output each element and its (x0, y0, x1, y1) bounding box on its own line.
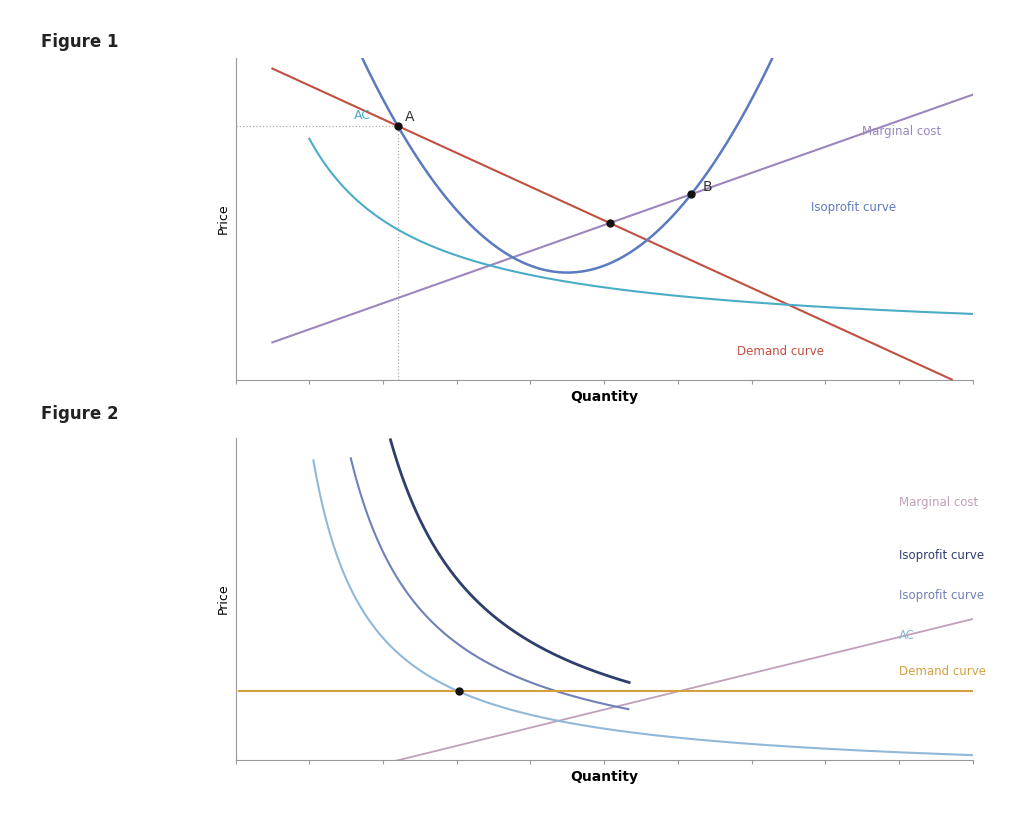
Text: Demand curve: Demand curve (899, 666, 986, 678)
Text: B: B (702, 180, 712, 194)
Text: AC: AC (353, 109, 371, 122)
Text: Isoprofit curve: Isoprofit curve (899, 589, 984, 602)
Text: Figure 2: Figure 2 (41, 405, 119, 423)
Text: Demand curve: Demand curve (737, 345, 824, 358)
Text: AC: AC (899, 629, 915, 642)
X-axis label: Quantity: Quantity (570, 390, 638, 404)
Text: A: A (406, 111, 415, 125)
X-axis label: Quantity: Quantity (570, 770, 638, 784)
Text: Isoprofit curve: Isoprofit curve (899, 548, 984, 562)
Y-axis label: Price: Price (217, 583, 230, 615)
Y-axis label: Price: Price (217, 203, 230, 235)
Text: Marginal cost: Marginal cost (899, 496, 978, 510)
Text: Isoprofit curve: Isoprofit curve (811, 202, 896, 214)
Text: Figure 1: Figure 1 (41, 33, 119, 51)
Text: Marginal cost: Marginal cost (862, 125, 941, 137)
